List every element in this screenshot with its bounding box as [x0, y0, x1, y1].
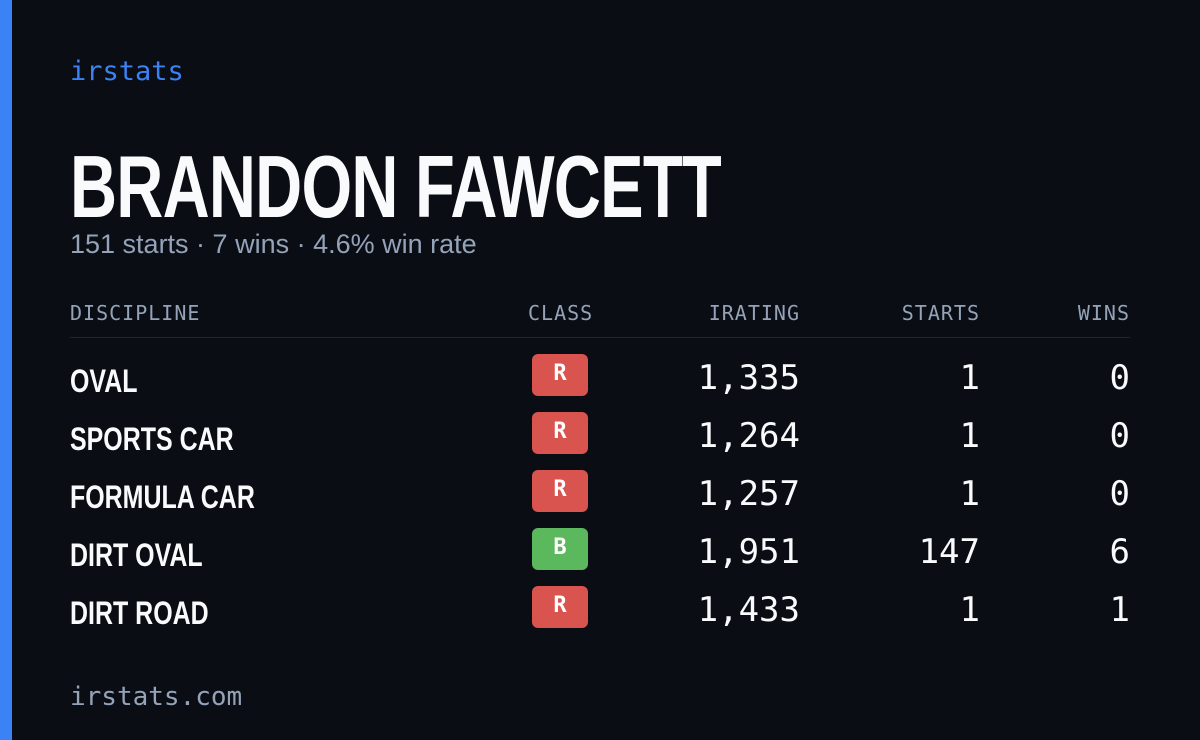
header-irating: IRATING: [708, 301, 800, 325]
starts: 1: [959, 474, 980, 514]
wins: 0: [1109, 474, 1130, 514]
class-badge: R: [532, 354, 588, 396]
summary: 151 starts · 7 wins · 4.6% win rate: [70, 229, 477, 259]
starts: 147: [918, 532, 980, 572]
irating: 1,951: [697, 532, 800, 572]
wins: 1: [1109, 590, 1130, 630]
irating: 1,257: [697, 474, 800, 514]
wins: 0: [1109, 416, 1130, 456]
brand: irstats: [70, 56, 184, 87]
header-rule: [70, 337, 1130, 338]
starts: 1: [959, 358, 980, 398]
class-badge: B: [532, 528, 588, 570]
starts: 1: [959, 416, 980, 456]
irating: 1,433: [697, 590, 800, 630]
accent-bar: [0, 0, 12, 740]
discipline: DIRT OVAL: [70, 537, 203, 573]
header-discipline: DISCIPLINE: [70, 301, 201, 325]
header-class: CLASS: [528, 301, 594, 325]
header-starts: STARTS: [901, 301, 980, 325]
header-wins: WINS: [1077, 301, 1130, 325]
class-badge: R: [532, 470, 588, 512]
discipline: SPORTS CAR: [70, 421, 234, 457]
discipline: FORMULA CAR: [70, 479, 255, 515]
irating: 1,264: [697, 416, 800, 456]
wins: 6: [1109, 532, 1130, 572]
class-badge: R: [532, 586, 588, 628]
irating: 1,335: [697, 358, 800, 398]
footer: irstats.com: [70, 682, 243, 712]
player-name: BRANDON FAWCETT: [70, 137, 722, 236]
starts: 1: [959, 590, 980, 630]
discipline: DIRT ROAD: [70, 595, 209, 631]
wins: 0: [1109, 358, 1130, 398]
class-badge: R: [532, 412, 588, 454]
discipline: OVAL: [70, 363, 138, 399]
